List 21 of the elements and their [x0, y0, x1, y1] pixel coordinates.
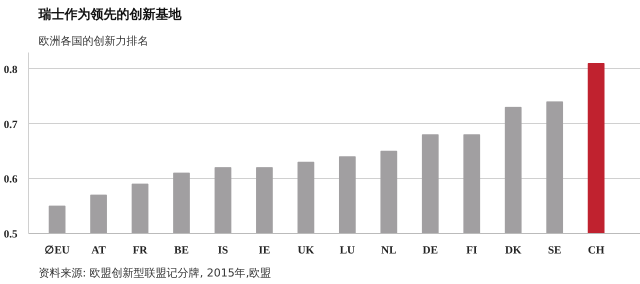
chart-subtitle: 欧洲各国的创新力排名 — [38, 34, 148, 48]
x-tick-label: NL — [381, 244, 396, 256]
x-tick-label: CH — [588, 244, 605, 256]
x-tick-label: AT — [91, 244, 106, 256]
y-tick-label: 0.5 — [4, 228, 18, 240]
x-tick-label: IS — [218, 244, 228, 256]
x-tick-label: ∅EU — [44, 244, 70, 256]
x-tick-label: FR — [132, 244, 148, 256]
x-tick-label: IE — [258, 244, 270, 256]
x-tick-label: LU — [340, 244, 356, 256]
chart-title: 瑞士作为领先的创新基地 — [38, 6, 182, 22]
text: 资料来源: 欧盟创新型联盟记分牌, 2015年,欧盟 — [38, 266, 272, 280]
x-tick-label: UK — [298, 244, 315, 256]
x-tick-label: DK — [504, 244, 522, 256]
x-tick-label: SE — [548, 244, 562, 256]
y-tick-label: 0.8 — [4, 64, 18, 76]
y-tick-label: 0.7 — [4, 118, 18, 131]
x-tick-label: FI — [466, 244, 478, 256]
x-tick-label: BE — [174, 244, 189, 256]
x-tick-label: DE — [422, 244, 438, 256]
y-tick-label: 0.6 — [4, 174, 18, 186]
